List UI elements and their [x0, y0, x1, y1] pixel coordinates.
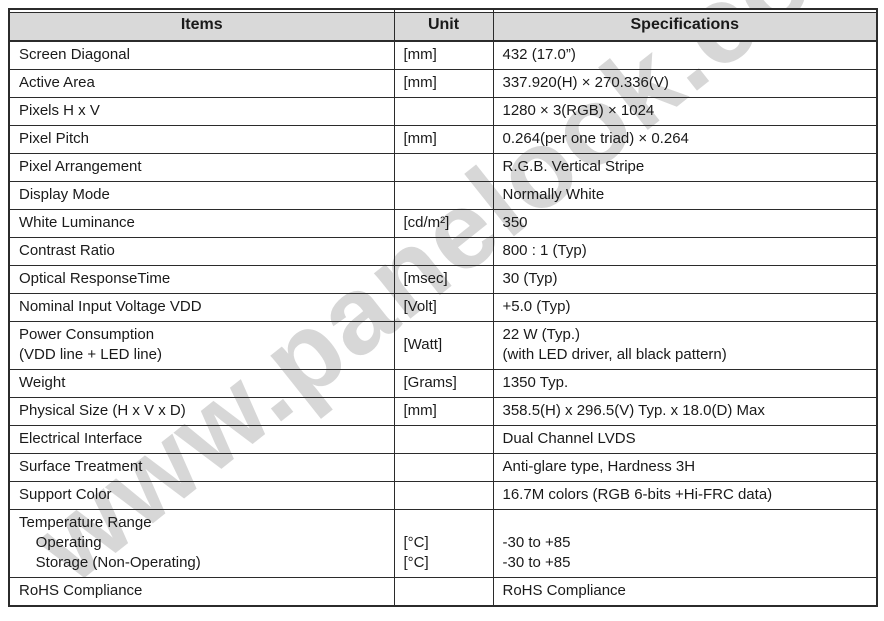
- spec-cell: 800 : 1 (Typ): [492, 237, 878, 266]
- unit-cell: [mm]: [393, 397, 494, 426]
- table-row: Temperature Range Operating Storage (Non…: [8, 509, 878, 578]
- unit-cell: [Watt]: [393, 321, 494, 370]
- item-cell: Physical Size (H x V x D): [8, 397, 395, 426]
- unit-cell: [cd/m²]: [393, 209, 494, 238]
- spec-cell: 350: [492, 209, 878, 238]
- table-row: White Luminance [cd/m²] 350: [8, 209, 878, 238]
- unit-cell: [°C] [°C]: [393, 509, 494, 578]
- unit-cell: [Grams]: [393, 369, 494, 398]
- unit-cell: [393, 577, 494, 607]
- spec-cell: 1280 × 3(RGB) × 1024: [492, 97, 878, 126]
- table-row: Power Consumption (VDD line + LED line)[…: [8, 321, 878, 370]
- spec-cell: 16.7M colors (RGB 6-bits +Hi-FRC data): [492, 481, 878, 510]
- table-row: Support Color 16.7M colors (RGB 6-bits +H…: [8, 481, 878, 510]
- spec-table-header: Items Unit Specifications: [8, 8, 878, 42]
- unit-cell: [mm]: [393, 69, 494, 98]
- table-row: Pixel Pitch [mm] 0.264(per one triad) × 0.…: [8, 125, 878, 154]
- col-header-items: Items: [8, 8, 395, 42]
- item-cell: Weight: [8, 369, 395, 398]
- table-row: RoHS Compliance RoHS Compliance: [8, 577, 878, 607]
- spec-cell: Normally White: [492, 181, 878, 210]
- table-row: Contrast Ratio 800 : 1 (Typ): [8, 237, 878, 266]
- item-cell: Pixel Arrangement: [8, 153, 395, 182]
- col-header-unit: Unit: [393, 8, 494, 42]
- item-cell: Pixel Pitch: [8, 125, 395, 154]
- col-header-specifications: Specifications: [492, 8, 878, 42]
- unit-cell: [mm]: [393, 40, 494, 70]
- item-cell: White Luminance: [8, 209, 395, 238]
- item-cell: Display Mode: [8, 181, 395, 210]
- spec-cell: 22 W (Typ.) (with LED driver, all black …: [492, 321, 878, 370]
- unit-cell: [Volt]: [393, 293, 494, 322]
- unit-cell: [393, 181, 494, 210]
- spec-cell: R.G.B. Vertical Stripe: [492, 153, 878, 182]
- table-row: Optical ResponseTime [msec] 30 (Typ): [8, 265, 878, 294]
- table-row: Active Area [mm] 337.920(H) × 270.336(V): [8, 69, 878, 98]
- item-cell: Power Consumption (VDD line + LED line): [8, 321, 395, 370]
- table-row: Nominal Input Voltage VDD [Volt] +5.0 (Typ…: [8, 293, 878, 322]
- unit-cell: [393, 237, 494, 266]
- spec-table: Items Unit Specifications Screen Diagona…: [8, 8, 878, 607]
- spec-cell: RoHS Compliance: [492, 577, 878, 607]
- table-row: Electrical Interface Dual Channel LVDS: [8, 425, 878, 454]
- unit-cell: [msec]: [393, 265, 494, 294]
- header-row: Items Unit Specifications: [8, 8, 878, 42]
- spec-cell: +5.0 (Typ): [492, 293, 878, 322]
- item-cell: Electrical Interface: [8, 425, 395, 454]
- spec-cell: -30 to +85 -30 to +85: [492, 509, 878, 578]
- table-row: Display Mode Normally White: [8, 181, 878, 210]
- table-row: Screen Diagonal [mm] 432 (17.0”): [8, 40, 878, 70]
- item-cell: Surface Treatment: [8, 453, 395, 482]
- table-row: Pixel Arrangement R.G.B. Vertical Stripe: [8, 153, 878, 182]
- item-cell: Optical ResponseTime: [8, 265, 395, 294]
- unit-cell: [393, 425, 494, 454]
- item-cell: Temperature Range Operating Storage (Non…: [8, 509, 395, 578]
- unit-cell: [393, 153, 494, 182]
- item-cell: Pixels H x V: [8, 97, 395, 126]
- item-cell: Active Area: [8, 69, 395, 98]
- spec-cell: 358.5(H) x 296.5(V) Typ. x 18.0(D) Max: [492, 397, 878, 426]
- spec-table-body: Screen Diagonal [mm] 432 (17.0”) Active Are…: [8, 40, 878, 607]
- spec-cell: 0.264(per one triad) × 0.264: [492, 125, 878, 154]
- item-cell: Support Color: [8, 481, 395, 510]
- spec-cell: 337.920(H) × 270.336(V): [492, 69, 878, 98]
- unit-cell: [393, 481, 494, 510]
- spec-cell: Dual Channel LVDS: [492, 425, 878, 454]
- table-row: Pixels H x V 1280 × 3(RGB) × 1024: [8, 97, 878, 126]
- table-row: Surface Treatment Anti-glare type, Hardne…: [8, 453, 878, 482]
- item-cell: Nominal Input Voltage VDD: [8, 293, 395, 322]
- spec-cell: 1350 Typ.: [492, 369, 878, 398]
- item-cell: Screen Diagonal: [8, 40, 395, 70]
- unit-cell: [393, 453, 494, 482]
- item-cell: RoHS Compliance: [8, 577, 395, 607]
- item-cell: Contrast Ratio: [8, 237, 395, 266]
- unit-cell: [393, 97, 494, 126]
- table-row: Physical Size (H x V x D) [mm] 358.5(H) x …: [8, 397, 878, 426]
- table-row: Weight [Grams] 1350 Typ.: [8, 369, 878, 398]
- spec-cell: 432 (17.0”): [492, 40, 878, 70]
- spec-cell: Anti-glare type, Hardness 3H: [492, 453, 878, 482]
- unit-cell: [mm]: [393, 125, 494, 154]
- spec-cell: 30 (Typ): [492, 265, 878, 294]
